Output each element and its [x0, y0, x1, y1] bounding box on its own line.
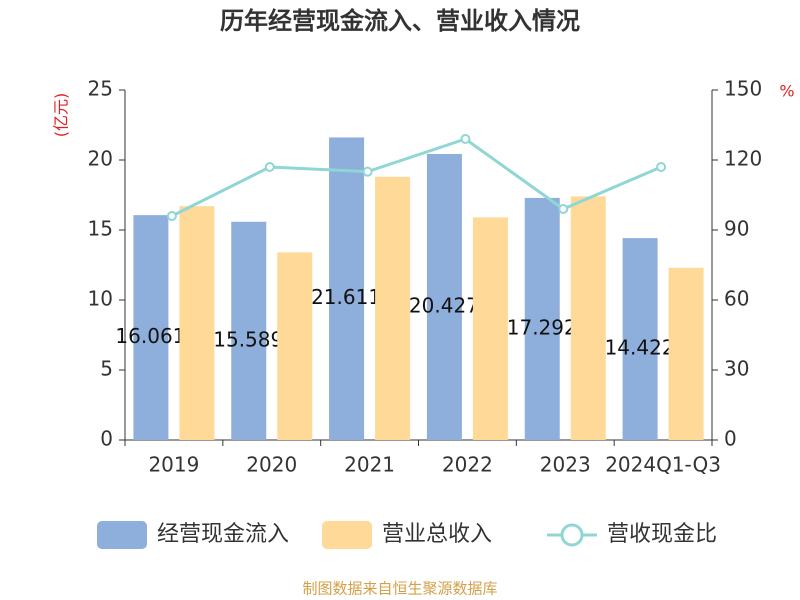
data-label: 17.292 — [507, 315, 577, 339]
line-point — [558, 204, 569, 214]
y2-tick-label: 150 — [724, 77, 762, 101]
bar — [472, 217, 508, 440]
legend-label: 经营现金流入 — [157, 522, 289, 547]
y-tick-label: 20 — [88, 147, 113, 171]
x-tick-label: 2021 — [344, 453, 395, 477]
line-point — [166, 211, 177, 221]
y2-tick-label: 0 — [724, 427, 737, 451]
bar — [524, 197, 560, 440]
line-point — [264, 162, 275, 172]
bar — [231, 221, 267, 440]
y2-tick-label: 120 — [724, 147, 762, 171]
legend-label: 营收现金比 — [607, 522, 717, 547]
data-label: 16.061 — [115, 324, 185, 348]
x-tick-label: 2024Q1-Q3 — [605, 453, 721, 477]
y-tick-label: 25 — [88, 77, 113, 101]
bar — [668, 267, 704, 440]
bar — [329, 137, 365, 441]
y2-tick-label: 60 — [724, 287, 749, 311]
bar — [179, 206, 215, 440]
y-tick-label: 10 — [88, 287, 113, 311]
bar — [622, 238, 658, 440]
line-point — [362, 166, 373, 177]
source-note: 制图数据来自恒生聚源数据库 — [302, 580, 497, 598]
y-axis-label: (亿元) — [52, 93, 71, 138]
x-tick-label: 2022 — [442, 453, 493, 477]
data-label: 14.422 — [605, 336, 675, 360]
legend-swatch — [97, 521, 147, 549]
bar — [133, 215, 169, 440]
legend-label: 营业总收入 — [382, 522, 492, 547]
y-tick-label: 5 — [100, 357, 113, 381]
line-point — [460, 134, 471, 144]
legend-swatch — [560, 523, 584, 547]
line-point — [656, 162, 667, 172]
bar — [570, 196, 606, 440]
x-tick-label: 2023 — [540, 453, 591, 477]
y2-axis-label: % — [779, 82, 794, 101]
bar — [277, 252, 313, 440]
y2-tick-label: 90 — [724, 217, 749, 241]
y-tick-label: 15 — [88, 217, 113, 241]
line — [171, 137, 662, 218]
data-label: 15.589 — [213, 327, 283, 351]
legend-swatch — [322, 521, 372, 549]
data-label: 20.427 — [409, 294, 479, 318]
bar — [375, 176, 411, 441]
y-tick-label: 0 — [100, 427, 113, 451]
data-label: 21.611 — [311, 285, 381, 309]
x-tick-label: 2019 — [148, 453, 199, 477]
bar — [426, 154, 462, 440]
x-tick-label: 2020 — [246, 453, 297, 477]
chart-title: 历年经营现金流入、营业收入情况 — [220, 7, 580, 35]
y2-tick-label: 30 — [724, 357, 749, 381]
